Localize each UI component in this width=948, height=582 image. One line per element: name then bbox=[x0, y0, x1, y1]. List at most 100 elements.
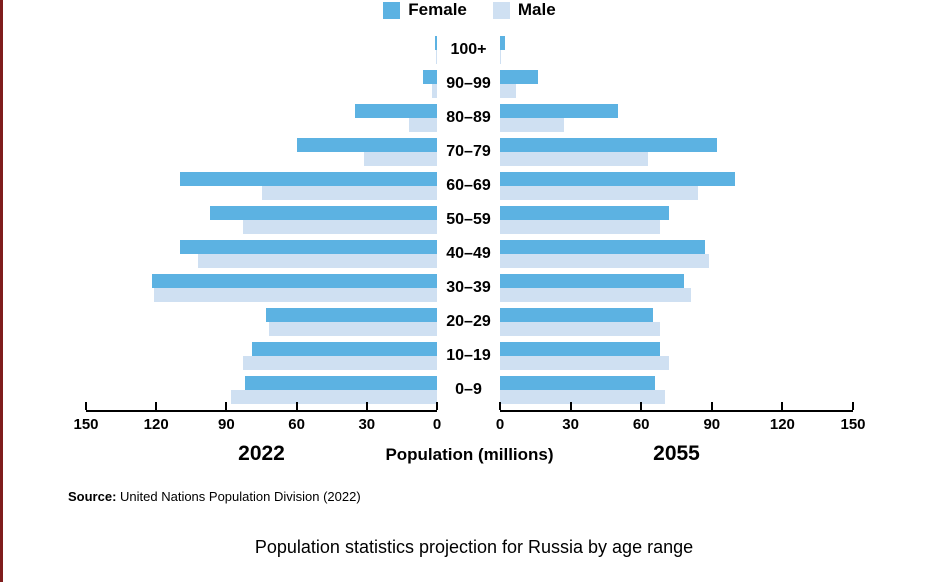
axis-tick-label-0: 0 bbox=[432, 416, 442, 433]
bar-2055-female-70–79 bbox=[500, 138, 717, 152]
bar-2022-male-90–99 bbox=[432, 84, 437, 98]
age-label: 20–29 bbox=[446, 313, 491, 330]
bars-2022-40–49 bbox=[86, 240, 437, 274]
bars-2055-60–69 bbox=[500, 172, 853, 206]
age-label: 60–69 bbox=[446, 177, 491, 194]
age-label: 30–39 bbox=[446, 279, 491, 296]
bar-2022-female-60–69 bbox=[179, 172, 437, 186]
bar-2022-male-80–89 bbox=[408, 118, 437, 132]
bar-2055-male-30–39 bbox=[500, 288, 691, 302]
bars-2022-0–9 bbox=[86, 376, 437, 410]
bar-2055-male-60–69 bbox=[500, 186, 698, 200]
age-label: 50–59 bbox=[446, 211, 491, 228]
bar-2055-male-20–29 bbox=[500, 322, 661, 336]
axis-tick-label-30: 30 bbox=[562, 416, 579, 433]
bars-2022-80–89 bbox=[86, 104, 437, 138]
bar-2055-male-90–99 bbox=[500, 84, 517, 98]
age-row-80–89: 80–89 bbox=[86, 104, 853, 138]
bar-2055-female-20–29 bbox=[500, 308, 653, 322]
bars-2022-100+ bbox=[86, 36, 437, 70]
age-row-30–39: 30–39 bbox=[86, 274, 853, 308]
age-row-70–79: 70–79 bbox=[86, 138, 853, 172]
bar-2022-female-90–99 bbox=[422, 70, 437, 84]
bar-2022-female-0–9 bbox=[245, 376, 437, 390]
axis-tick-150 bbox=[85, 402, 87, 410]
age-label: 100+ bbox=[450, 41, 487, 58]
bar-2022-female-20–29 bbox=[266, 308, 437, 322]
bar-2055-male-0–9 bbox=[500, 390, 665, 404]
axis-tick-30 bbox=[569, 402, 572, 410]
bars-2055-20–29 bbox=[500, 308, 853, 342]
axis-tick-label-150: 150 bbox=[840, 416, 866, 433]
age-label-cell: 90–99 bbox=[437, 70, 500, 98]
age-label-cell: 70–79 bbox=[437, 138, 500, 166]
bar-2055-female-30–39 bbox=[500, 274, 684, 288]
age-row-0–9: 0–9 bbox=[86, 376, 853, 410]
bar-2055-female-100+ bbox=[500, 36, 505, 50]
age-row-60–69: 60–69 bbox=[86, 172, 853, 206]
legend-swatch-male bbox=[492, 1, 510, 19]
axis-tick-label-30: 30 bbox=[358, 416, 376, 433]
bar-2022-female-30–39 bbox=[151, 274, 437, 288]
axis-tick-label-60: 60 bbox=[288, 416, 305, 433]
bar-2055-female-40–49 bbox=[500, 240, 705, 254]
age-label-cell: 50–59 bbox=[437, 206, 500, 234]
age-label-cell: 0–9 bbox=[437, 376, 500, 404]
bar-2022-female-10–19 bbox=[252, 342, 437, 356]
x-axis-2055: 0 30 60 90 120 150 bbox=[496, 402, 866, 433]
legend-item-male: Male bbox=[492, 0, 556, 20]
bar-2022-female-80–89 bbox=[355, 104, 437, 118]
age-row-90–99: 90–99 bbox=[86, 70, 853, 104]
age-label-cell: 60–69 bbox=[437, 172, 500, 200]
axis-tick-label-150: 150 bbox=[73, 416, 99, 433]
source-label: Source: bbox=[68, 489, 117, 504]
bars-2055-100+ bbox=[500, 36, 853, 70]
bar-2055-male-50–59 bbox=[500, 220, 661, 234]
bars-2055-50–59 bbox=[500, 206, 853, 240]
legend-swatch-female bbox=[383, 1, 401, 19]
age-row-20–29: 20–29 bbox=[86, 308, 853, 342]
age-label: 10–19 bbox=[446, 347, 491, 364]
axis-tick-120 bbox=[155, 402, 158, 410]
axis-tick-0 bbox=[499, 402, 501, 410]
axis-tick-label-90: 90 bbox=[218, 416, 235, 433]
bar-2022-female-50–59 bbox=[210, 206, 437, 220]
axis-tick-label-120: 120 bbox=[769, 416, 795, 433]
bar-2055-male-40–49 bbox=[500, 254, 710, 268]
bars-2022-90–99 bbox=[86, 70, 437, 104]
axis-tick-90 bbox=[710, 402, 713, 410]
axis-tick-120 bbox=[781, 402, 784, 410]
bar-2022-male-50–59 bbox=[242, 220, 437, 234]
bars-2022-60–69 bbox=[86, 172, 437, 206]
bars-2055-90–99 bbox=[500, 70, 853, 104]
axis-tick-label-120: 120 bbox=[143, 416, 169, 433]
age-label-cell: 40–49 bbox=[437, 240, 500, 268]
bar-2022-male-0–9 bbox=[231, 390, 437, 404]
bars-2055-30–39 bbox=[500, 274, 853, 308]
age-label: 70–79 bbox=[446, 143, 491, 160]
bars-2022-30–39 bbox=[86, 274, 437, 308]
bar-2055-female-10–19 bbox=[500, 342, 661, 356]
bars-2055-0–9 bbox=[500, 376, 853, 410]
axis-tick-150 bbox=[852, 402, 854, 410]
age-label-cell: 80–89 bbox=[437, 104, 500, 132]
bar-2022-male-70–79 bbox=[364, 152, 437, 166]
age-row-40–49: 40–49 bbox=[86, 240, 853, 274]
bar-2055-female-50–59 bbox=[500, 206, 670, 220]
bar-2055-female-60–69 bbox=[500, 172, 736, 186]
bars-2022-70–79 bbox=[86, 138, 437, 172]
x-axis-title: Population (millions) bbox=[385, 445, 554, 464]
figure-title: Population statistics projection for Rus… bbox=[254, 537, 694, 557]
bars-2055-10–19 bbox=[500, 342, 853, 376]
bar-2055-female-80–89 bbox=[500, 104, 618, 118]
bar-2055-female-90–99 bbox=[500, 70, 538, 84]
age-label-cell: 30–39 bbox=[437, 274, 500, 302]
age-label: 0–9 bbox=[455, 381, 482, 398]
pyramid-rows: 100+ 90–99 80–89 70–79 60–69 50–59 40–49 30–39 2… bbox=[86, 36, 853, 410]
axis-tick-0 bbox=[436, 402, 438, 410]
bar-2022-female-70–79 bbox=[296, 138, 437, 152]
age-label: 90–99 bbox=[446, 75, 491, 92]
bars-2022-50–59 bbox=[86, 206, 437, 240]
bar-2022-male-10–19 bbox=[242, 356, 437, 370]
